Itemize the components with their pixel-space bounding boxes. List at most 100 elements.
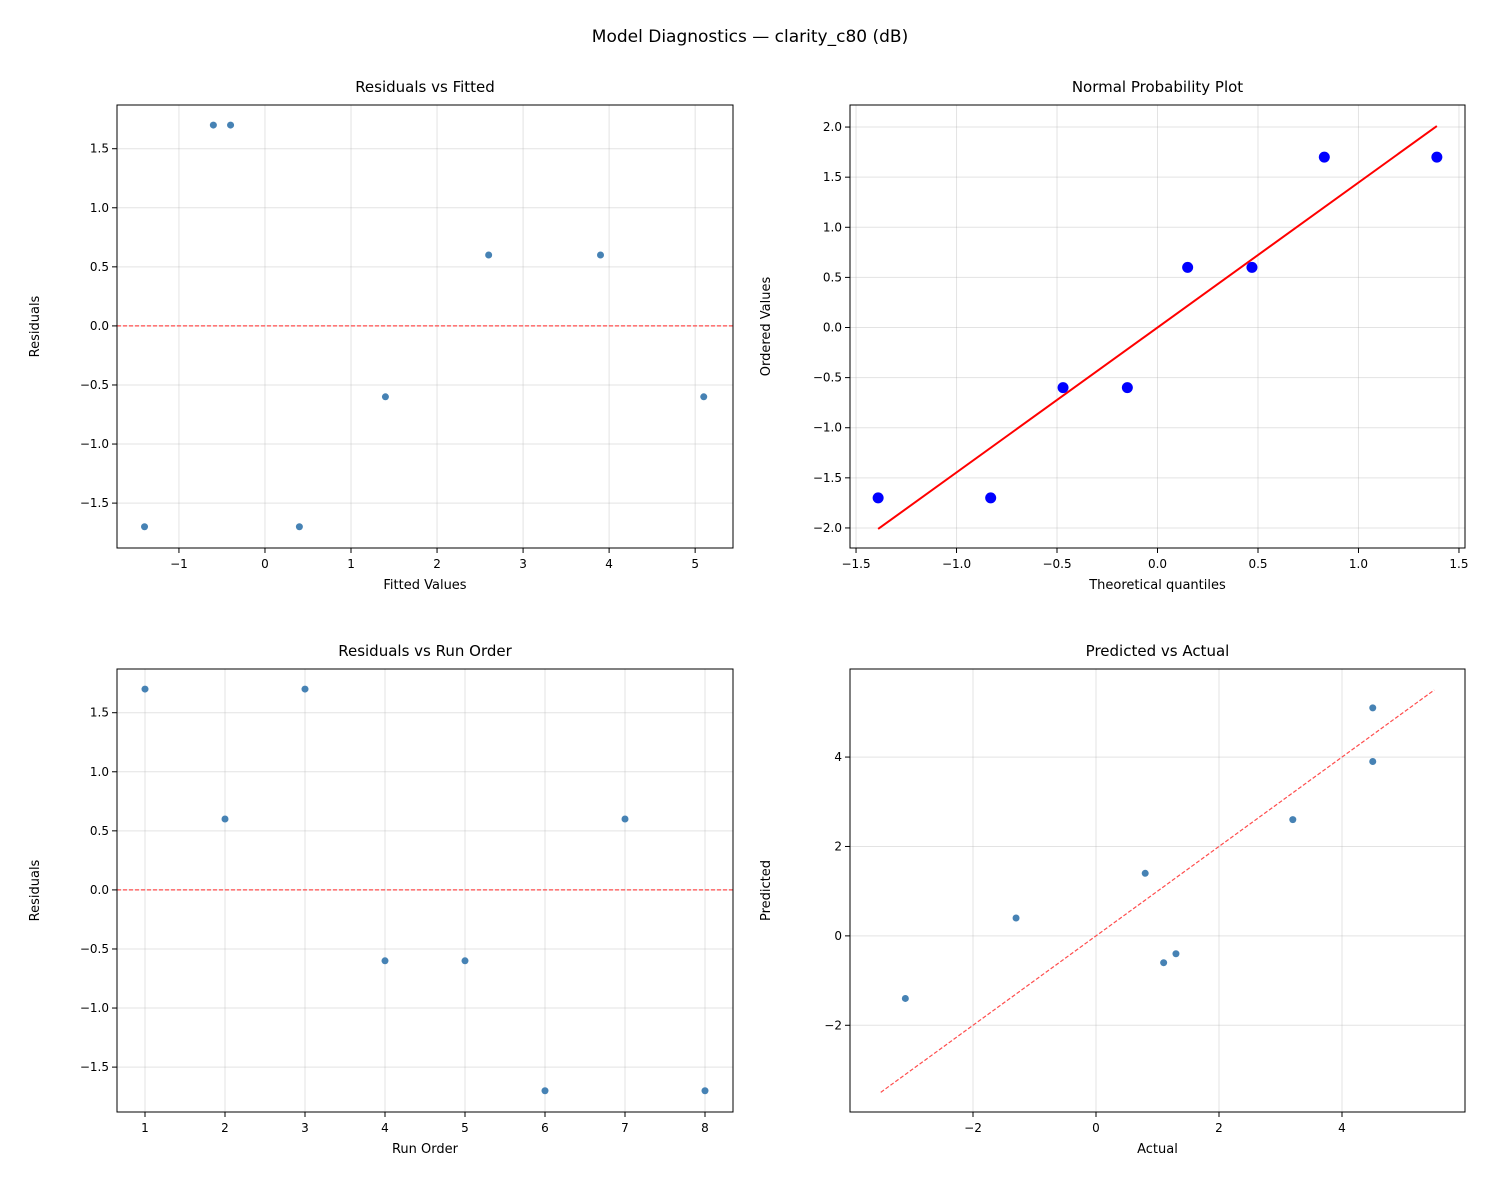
- x-axis-label: Actual: [1137, 1142, 1178, 1157]
- reference-line: [880, 689, 1435, 1093]
- y-tick-label: −1.5: [80, 1060, 109, 1074]
- x-tick-label: 1: [347, 557, 355, 571]
- y-tick-label: −1.0: [813, 421, 842, 435]
- y-tick-label: −0.5: [80, 942, 109, 956]
- data-point: [141, 685, 149, 693]
- y-tick-label: 4: [834, 750, 842, 764]
- y-tick-label: −2: [824, 1018, 842, 1032]
- data-point: [985, 492, 997, 504]
- x-axis-label: Theoretical quantiles: [1088, 578, 1226, 593]
- x-tick-label: 2: [221, 1121, 229, 1135]
- x-tick-label: 4: [605, 557, 613, 571]
- x-tick-label: −2: [964, 1121, 982, 1135]
- y-tick-label: −2.0: [813, 521, 842, 535]
- x-tick-label: 3: [301, 1121, 309, 1135]
- data-point: [1172, 950, 1180, 958]
- data-point: [1012, 914, 1020, 922]
- x-tick-label: 2: [1215, 1121, 1223, 1135]
- y-axis-label: Predicted: [759, 860, 774, 921]
- data-point: [1246, 261, 1258, 273]
- y-tick-label: 0.0: [90, 319, 109, 333]
- data-point: [461, 957, 469, 965]
- y-tick-label: 0.5: [90, 824, 109, 838]
- data-point: [381, 957, 389, 965]
- y-tick-label: 1.5: [90, 142, 109, 156]
- data-point: [209, 121, 217, 129]
- y-tick-label: −0.5: [80, 378, 109, 392]
- data-point: [1369, 758, 1377, 766]
- y-tick-label: −1.5: [80, 496, 109, 510]
- y-axis-label: Ordered Values: [759, 277, 774, 377]
- y-tick-label: 0.0: [823, 321, 842, 335]
- x-tick-label: −0.5: [1042, 557, 1071, 571]
- axes-frame: [849, 668, 1466, 1113]
- subplot-1: −1 0 1 2 3 4 5 −1.5 −1.0 −0.5 0.0 0.5 1.0 1.5 Residual…: [28, 78, 734, 593]
- x-tick-label: −1.5: [841, 557, 870, 571]
- subplot-title: Predicted vs Actual: [1086, 642, 1230, 660]
- y-tick-label: 2.0: [823, 120, 842, 134]
- x-tick-label: 2: [433, 557, 441, 571]
- figure-suptitle: Model Diagnostics — clarity_c80 (dB): [592, 27, 908, 47]
- x-tick-label: 3: [519, 557, 527, 571]
- data-point: [227, 121, 235, 129]
- data-point: [295, 523, 303, 531]
- data-point: [541, 1087, 549, 1095]
- y-tick-label: 1.5: [823, 170, 842, 184]
- subplot-title: Normal Probability Plot: [1072, 78, 1243, 96]
- x-tick-label: −1: [170, 557, 188, 571]
- y-tick-label: 1.0: [90, 201, 109, 215]
- data-point: [1182, 261, 1194, 273]
- y-tick-label: 0.0: [90, 883, 109, 897]
- data-point: [700, 393, 708, 401]
- subplot-3: 1 2 3 4 5 6 7 8 −1.5 −1.0 −0.5 0.0 0.5 1.0 1.5 Residual…: [28, 642, 734, 1157]
- y-tick-label: 0.5: [823, 270, 842, 284]
- data-point: [1318, 151, 1330, 163]
- subplot-title: Residuals vs Fitted: [355, 78, 495, 96]
- data-point: [1431, 151, 1443, 163]
- y-tick-label: 2: [834, 839, 842, 853]
- data-point: [1289, 816, 1297, 824]
- y-tick-label: 0.5: [90, 260, 109, 274]
- x-tick-label: 4: [1338, 1121, 1346, 1135]
- data-point: [1057, 382, 1069, 394]
- x-tick-label: 0.5: [1248, 557, 1267, 571]
- data-point: [381, 393, 389, 401]
- y-axis-label: Residuals: [28, 295, 43, 357]
- data-point: [1369, 704, 1377, 712]
- data-point: [1160, 959, 1168, 967]
- y-tick-label: −1.0: [80, 437, 109, 451]
- x-tick-label: 6: [541, 1121, 549, 1135]
- x-tick-label: 7: [621, 1121, 629, 1135]
- x-tick-label: 8: [701, 1121, 709, 1135]
- data-point: [597, 251, 605, 259]
- x-tick-label: 5: [691, 557, 699, 571]
- data-point: [221, 815, 229, 823]
- subplot-2: −1.5 −1.0 −0.5 0.0 0.5 1.0 1.5 −2.0 −1.5 −1.0 −0.5…: [759, 78, 1469, 593]
- x-tick-label: −1.0: [942, 557, 971, 571]
- y-tick-label: −1.5: [813, 471, 842, 485]
- y-tick-label: −0.5: [813, 371, 842, 385]
- x-tick-label: 0: [261, 557, 269, 571]
- x-tick-label: 5: [461, 1121, 469, 1135]
- x-tick-label: 4: [381, 1121, 389, 1135]
- y-axis-label: Residuals: [28, 859, 43, 921]
- data-point: [701, 1087, 709, 1095]
- x-tick-label: 1: [141, 1121, 149, 1135]
- data-point: [141, 523, 149, 531]
- x-tick-label: 0: [1092, 1121, 1100, 1135]
- x-axis-label: Run Order: [392, 1142, 459, 1157]
- x-tick-label: 0.0: [1148, 557, 1167, 571]
- subplot-title: Residuals vs Run Order: [338, 642, 512, 660]
- axes-frame: [116, 104, 734, 549]
- data-point: [485, 251, 493, 259]
- x-tick-label: 1.5: [1449, 557, 1468, 571]
- y-tick-label: 1.5: [90, 706, 109, 720]
- data-point: [872, 492, 884, 504]
- y-tick-label: 0: [834, 929, 842, 943]
- data-point: [621, 815, 629, 823]
- x-axis-label: Fitted Values: [383, 578, 466, 593]
- data-point: [301, 685, 309, 693]
- data-point: [1121, 382, 1133, 394]
